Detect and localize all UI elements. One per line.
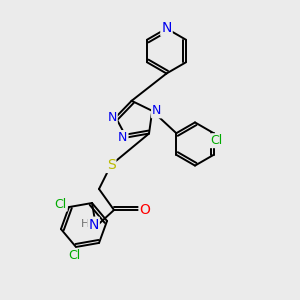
Text: Cl: Cl [68,249,81,262]
Text: S: S [106,158,116,172]
Text: N: N [88,218,99,232]
Text: O: O [140,203,150,217]
Text: N: N [107,111,117,124]
Text: Cl: Cl [210,134,222,147]
Text: N: N [161,22,172,35]
Text: H: H [81,219,90,229]
Text: N: N [152,104,161,117]
Text: N: N [118,131,128,144]
Text: Cl: Cl [54,198,67,211]
